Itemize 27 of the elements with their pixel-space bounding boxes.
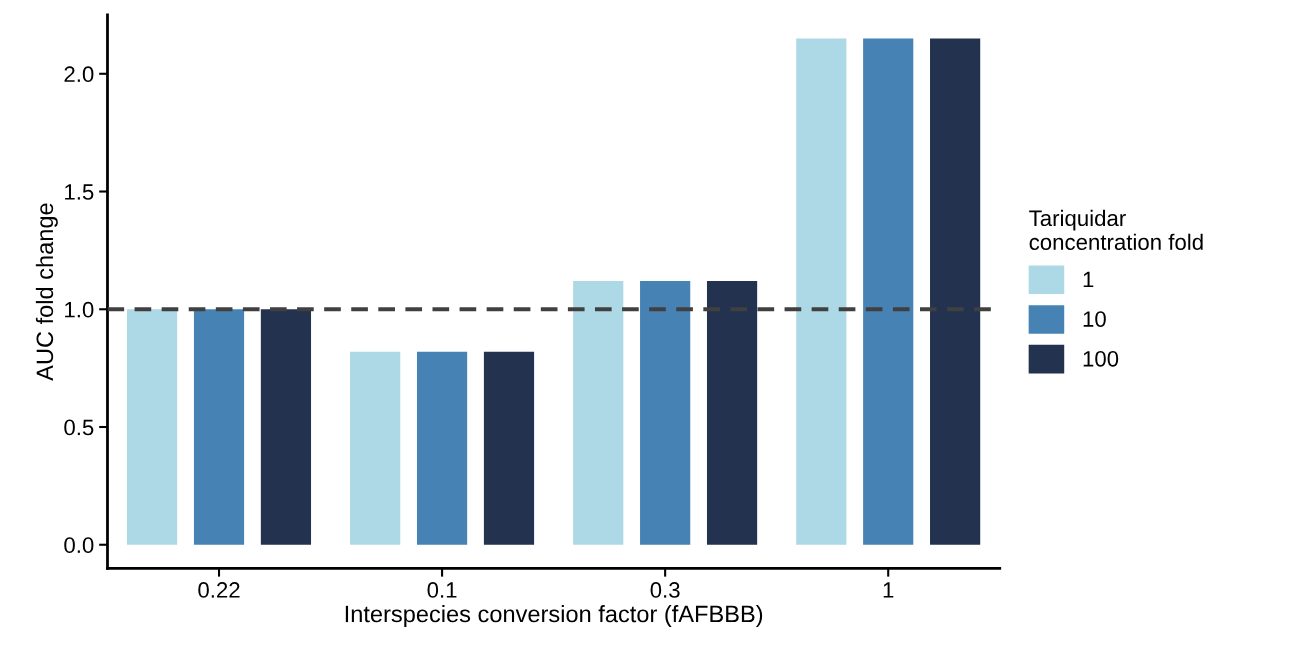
legend-label: 100 [1083,350,1119,367]
bar [193,309,245,545]
legend-label: 1 [1083,271,1094,288]
x-tick-label: 0.3 [650,582,680,598]
legend-label: 10 [1083,311,1106,327]
bar [416,351,468,545]
y-tick-label: 1.5 [65,184,94,200]
bar [573,281,624,545]
bar [260,309,312,545]
x-tick-label: 1 [883,582,894,598]
x-tick-label: 0.22 [198,582,240,598]
bar [706,281,758,545]
bar [796,38,847,545]
bar [483,351,535,545]
y-tick-label: 1.0 [65,301,94,318]
x-axis-title: Interspecies conversion factor (fAFBBB) [345,604,763,627]
x-tick-label: 0.1 [427,582,457,598]
bar [640,281,691,545]
y-axis-title: AUC fold change [35,203,58,381]
bar [127,309,178,545]
bar [930,38,981,545]
legend-title: Tariquidar concentration fold [1029,209,1203,251]
y-tick-label: 0.5 [64,419,94,436]
bar [350,351,401,545]
y-tick-label: 0.0 [64,537,94,554]
bar [863,38,914,545]
y-tick-label: 2.0 [64,66,94,83]
